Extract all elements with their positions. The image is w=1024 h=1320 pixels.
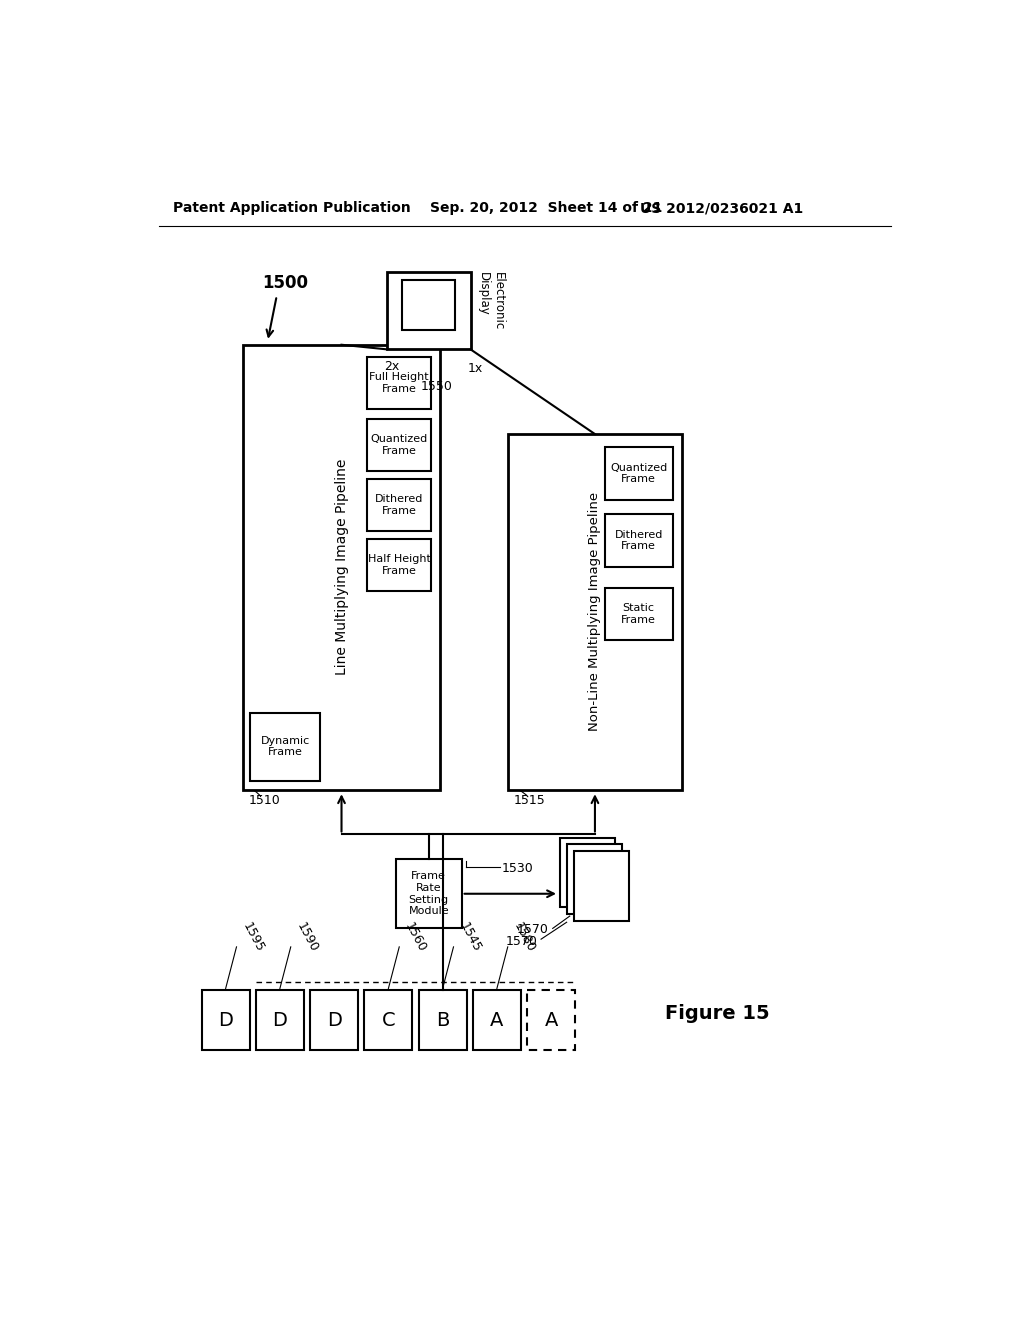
Text: Dithered
Frame: Dithered Frame [614,529,663,552]
Text: Line Multiplying Image Pipeline: Line Multiplying Image Pipeline [335,459,348,676]
Text: Quantized
Frame: Quantized Frame [610,462,668,484]
Text: Patent Application Publication: Patent Application Publication [173,202,411,215]
Bar [256,990,304,1051]
Text: Dithered
Frame: Dithered Frame [375,494,424,516]
Text: 1500: 1500 [262,275,308,292]
Text: D: D [327,1011,342,1030]
Text: 1560: 1560 [402,920,429,954]
Text: 1580: 1580 [511,920,538,954]
Text: C: C [382,1011,395,1030]
Text: US 2012/0236021 A1: US 2012/0236021 A1 [640,202,803,215]
Text: D: D [272,1011,288,1030]
Bar [402,280,455,330]
Text: 1590: 1590 [294,920,321,954]
Bar [560,837,614,907]
Text: 1545: 1545 [457,920,483,954]
Bar [574,851,629,921]
Bar [368,539,431,591]
Text: Non-Line Multiplying Image Pipeline: Non-Line Multiplying Image Pipeline [589,492,601,731]
Text: 1510: 1510 [249,795,281,807]
Text: Frame
Rate
Setting
Module: Frame Rate Setting Module [409,871,449,916]
Text: Half Height
Frame: Half Height Frame [368,554,431,576]
Text: 1550: 1550 [421,380,453,393]
Text: Sep. 20, 2012  Sheet 14 of 21: Sep. 20, 2012 Sheet 14 of 21 [430,202,663,215]
Text: Dynamic
Frame: Dynamic Frame [261,735,310,758]
Bar [365,990,413,1051]
Text: Static
Frame: Static Frame [622,603,656,626]
Bar [368,479,431,531]
Bar [251,713,321,780]
Bar [604,447,673,499]
Bar [368,358,431,409]
Text: 1595: 1595 [240,920,266,954]
Text: 1570: 1570 [505,935,538,948]
Bar [508,434,682,789]
Bar [202,990,250,1051]
Bar [604,589,673,640]
Text: 2x: 2x [384,360,399,372]
Bar [387,272,471,350]
Bar [567,845,622,913]
Text: Full Height
Frame: Full Height Frame [370,372,429,395]
Bar [243,345,440,789]
Bar [368,418,431,471]
Text: 1x: 1x [467,362,482,375]
Text: Electronic
Display: Electronic Display [477,272,505,331]
Bar [310,990,358,1051]
Text: B: B [436,1011,450,1030]
Text: Figure 15: Figure 15 [665,1003,769,1023]
Text: 1570: 1570 [517,924,549,936]
Text: A: A [490,1011,504,1030]
Bar [419,990,467,1051]
Text: 1515: 1515 [514,795,546,807]
Bar [395,859,462,928]
Bar [527,990,575,1051]
Text: 1530: 1530 [502,862,534,875]
Text: Quantized
Frame: Quantized Frame [371,434,428,455]
Bar [604,515,673,566]
Text: A: A [545,1011,558,1030]
Bar [473,990,521,1051]
Text: D: D [218,1011,233,1030]
